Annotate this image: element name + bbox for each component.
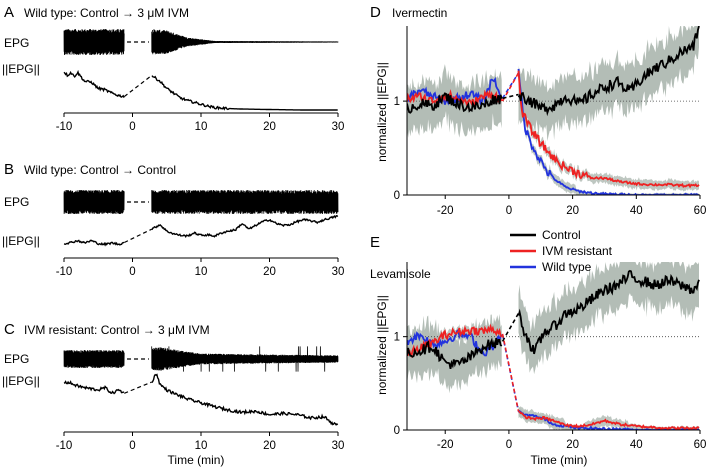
epg-trace-after	[151, 29, 339, 55]
x-tick-label: 30	[332, 440, 345, 452]
series-wild_type-after	[517, 409, 700, 430]
panel-b-traces	[63, 189, 339, 247]
epg-trace-after	[151, 189, 339, 215]
panel-d: D Ivermectin normalized ||EPG|| -20 0 20 40…	[370, 4, 706, 217]
legend: Control IVM resistant Wild type	[510, 228, 613, 274]
panel-b-norm-label: ||EPG||	[2, 234, 40, 248]
x-tick-label: 30	[332, 121, 345, 133]
legend-label-wild-type: Wild type	[542, 260, 592, 274]
panel-b-x-axis: -10 0 10 20 30	[56, 257, 345, 278]
y-tick-label: 0	[394, 190, 400, 202]
panel-c: C IVM resistant: Control → 3 μM IVM EPG …	[2, 321, 344, 467]
series-control-after	[517, 269, 700, 355]
x-tick-label: -10	[56, 440, 73, 452]
x-tick-label: 0	[129, 121, 135, 133]
panel-c-title: IVM resistant: Control → 3 μM IVM	[24, 323, 210, 337]
panel-d-title: Ivermectin	[392, 6, 447, 20]
x-tick-label: 20	[263, 440, 276, 452]
x-tick-label: 60	[694, 439, 707, 451]
x-tick-label: 0	[129, 440, 135, 452]
x-tick-label: -10	[56, 121, 73, 133]
panel-e: E Levamisole normalized ||EPG|| -20 0 20 40…	[370, 234, 706, 467]
epg-trace-before	[63, 349, 125, 369]
panel-a: A Wild type: Control → 3 μM IVM EPG ||EP…	[2, 4, 344, 133]
panel-d-ylabel: normalized ||EPG||	[375, 62, 389, 162]
panel-b-epg-label: EPG	[4, 195, 29, 209]
y-tick-label: 1	[394, 332, 400, 344]
panel-b-letter: B	[4, 161, 14, 178]
x-tick-label: 10	[195, 440, 208, 452]
legend-label-control: Control	[542, 228, 581, 242]
panel-b: B Wild type: Control → Control EPG ||EPG…	[2, 161, 344, 278]
panel-a-norm-label: ||EPG||	[2, 62, 40, 76]
series-control-connector	[502, 93, 519, 100]
panel-d-letter: D	[370, 4, 381, 21]
x-tick-label: 20	[263, 121, 276, 133]
y-tick-label: 1	[394, 96, 400, 108]
series-control-before	[407, 337, 503, 369]
series-ivm_resistant-after	[517, 70, 700, 189]
norm-trace-after	[151, 373, 339, 426]
x-tick-label: 0	[506, 205, 512, 217]
series-wild_type-before	[407, 328, 503, 357]
series-ivm_resistant-connector	[501, 72, 520, 102]
panel-e-xlabel: Time (min)	[531, 453, 588, 467]
x-tick-label: -20	[437, 205, 454, 217]
x-tick-label: 30	[332, 266, 345, 278]
norm-gap-connector	[123, 74, 153, 98]
x-tick-label: 20	[566, 439, 579, 451]
panel-a-epg-label: EPG	[4, 36, 29, 50]
band-ivm_resistant-after	[518, 66, 699, 192]
panel-c-letter: C	[4, 321, 15, 338]
panel-b-title: Wild type: Control → Control	[24, 163, 176, 177]
series-wild_type-connector	[501, 334, 520, 412]
panel-a-traces	[63, 28, 339, 111]
x-tick-label: 40	[630, 205, 643, 217]
x-tick-label: -10	[56, 266, 73, 278]
panel-e-letter: E	[370, 234, 380, 251]
plot-area	[407, 26, 700, 195]
series-control-before	[407, 92, 503, 114]
epg-trace-before	[63, 28, 125, 56]
panel-c-traces	[63, 346, 339, 426]
panel-a-title: Wild type: Control → 3 μM IVM	[24, 6, 189, 20]
panel-c-norm-label: ||EPG||	[2, 374, 40, 388]
series-control-after	[517, 26, 700, 117]
band-control-after	[518, 262, 699, 375]
norm-trace-after	[151, 214, 339, 238]
panel-c-epg-label: EPG	[4, 352, 29, 366]
panel-d-plot: -20 0 20 40 60 0 1	[394, 26, 707, 217]
panel-e-title: Levamisole	[370, 267, 431, 281]
panel-e-plot: -20 0 20 40 60 0 1	[394, 262, 707, 451]
x-tick-label: 10	[195, 266, 208, 278]
series-ivm_resistant-connector	[501, 333, 520, 412]
x-tick-label: 0	[129, 266, 135, 278]
x-tick-label: -20	[437, 439, 454, 451]
panel-a-letter: A	[4, 4, 14, 21]
legend-label-ivm-resistant: IVM resistant	[542, 244, 613, 258]
norm-gap-connector	[124, 381, 152, 394]
series-control-connector	[501, 312, 520, 342]
panel-c-xlabel: Time (min)	[168, 453, 225, 467]
norm-trace-before	[63, 69, 125, 98]
x-tick-label: 20	[566, 205, 579, 217]
norm-trace-before	[63, 239, 125, 247]
x-tick-label: 20	[263, 266, 276, 278]
epg-trace-after	[151, 346, 339, 372]
panel-c-x-axis: -10 0 10 20 30	[56, 431, 345, 452]
x-tick-label: 60	[694, 205, 707, 217]
x-tick-label: 40	[630, 439, 643, 451]
series-ivm_resistant-after	[518, 410, 700, 430]
panel-e-ylabel: normalized ||EPG||	[375, 295, 389, 395]
y-tick-label: 0	[394, 425, 400, 437]
x-tick-label: 0	[506, 439, 512, 451]
norm-trace-before	[63, 380, 125, 395]
norm-gap-connector	[124, 228, 152, 244]
panel-a-x-axis: -10 0 10 20 30	[56, 112, 345, 133]
plot-area	[407, 262, 700, 430]
norm-trace-after	[151, 75, 338, 111]
epg-trace-before	[63, 189, 125, 215]
x-tick-label: 10	[195, 121, 208, 133]
